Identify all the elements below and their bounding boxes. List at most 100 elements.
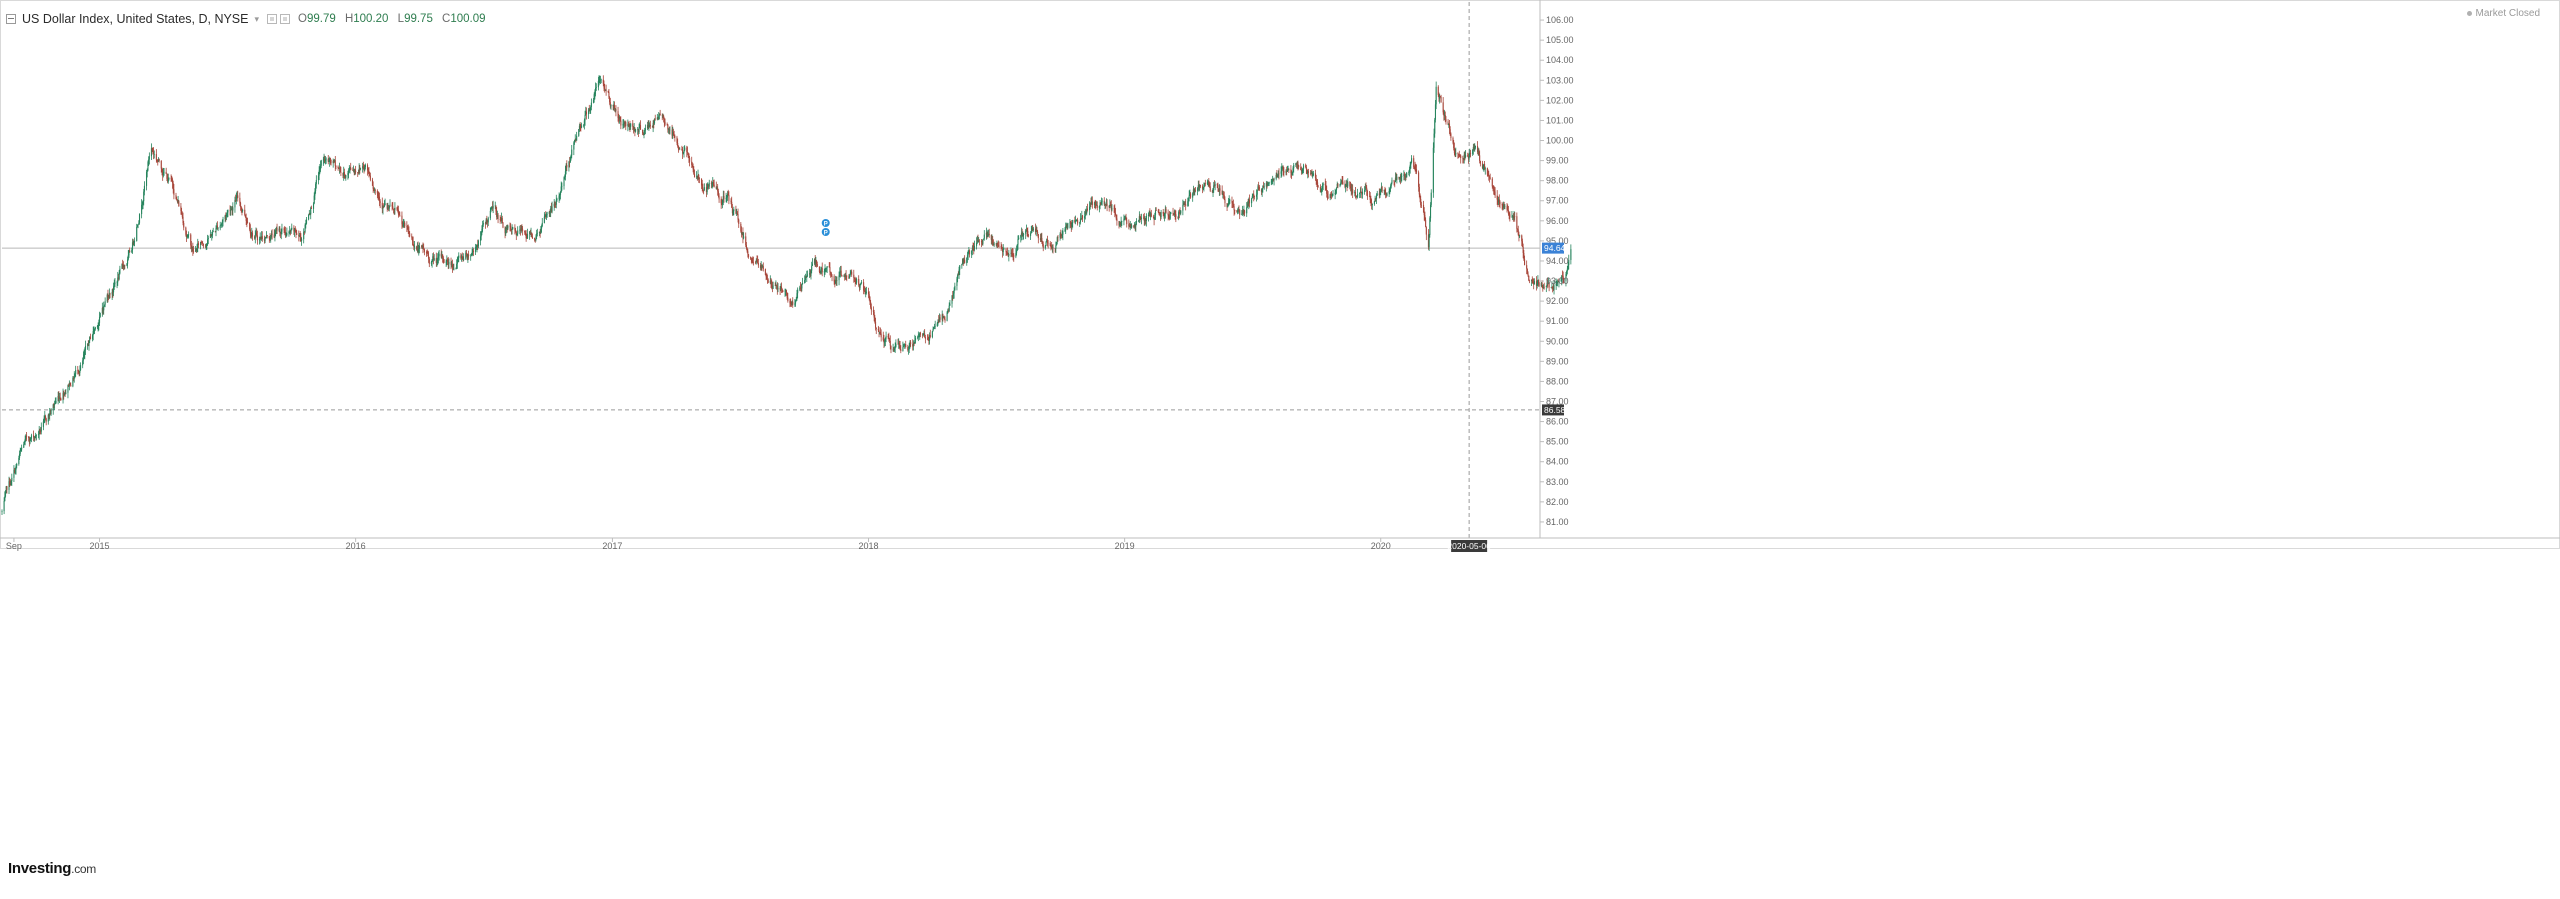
candle-body (934, 326, 936, 327)
candle-body (1479, 160, 1481, 164)
candle-body (956, 278, 958, 286)
candle-body (668, 129, 670, 131)
y-tick-label: 99.00 (1546, 156, 1569, 166)
candle-body (392, 209, 395, 210)
candle-body (1335, 187, 1338, 191)
candle-body (1193, 189, 1195, 193)
candle-body (671, 129, 673, 136)
candle-body (1388, 191, 1390, 194)
candle-body (677, 146, 679, 149)
candle-body (826, 266, 828, 268)
candle-body (67, 385, 69, 393)
y-tick-label: 94.00 (1546, 256, 1569, 266)
candle-body (1432, 147, 1434, 193)
crosshair-price-badge (1542, 404, 1564, 416)
candle-body (1561, 275, 1564, 277)
candle-body (264, 238, 266, 241)
candle-body (1439, 96, 1441, 98)
candle-body (1538, 284, 1540, 287)
candle-body (355, 170, 357, 173)
candle-body (545, 215, 547, 218)
candle-body (284, 230, 286, 233)
candle-body (946, 312, 948, 321)
candle-body (658, 115, 660, 120)
candle-body (614, 109, 616, 110)
candle-body (1445, 119, 1447, 122)
candle-body (176, 199, 178, 200)
candle-body (1404, 174, 1406, 177)
candle-body (1424, 215, 1426, 221)
candle-body (1501, 204, 1503, 206)
candle-body (446, 259, 448, 262)
candle-body (765, 274, 767, 277)
candle-body (34, 437, 36, 439)
candle-body (1360, 191, 1362, 193)
legend-collapse-icon[interactable] (6, 14, 16, 24)
candle-body (1169, 213, 1171, 219)
candle-body (541, 222, 543, 227)
candle-body (1129, 224, 1131, 228)
candle-body (221, 223, 223, 225)
candle-body (673, 135, 675, 137)
candle-body (123, 265, 125, 267)
settings-icon[interactable] (267, 14, 278, 24)
candle-body (4, 496, 6, 502)
candle-body (1089, 203, 1091, 207)
candle-body (1385, 194, 1387, 196)
candle-body (722, 200, 724, 205)
candle-body (141, 204, 143, 215)
candle-body (281, 228, 283, 232)
candle-body (165, 171, 167, 174)
candle-body (40, 426, 42, 432)
candle-body (1408, 169, 1411, 173)
candle-body (712, 182, 715, 185)
chevron-down-icon[interactable]: ▾ (254, 13, 260, 24)
candle-body (624, 122, 626, 125)
candle-body (432, 256, 434, 260)
candle-body (1051, 247, 1053, 249)
candle-body (721, 203, 723, 205)
candle-body (867, 291, 870, 295)
candle-body (1381, 187, 1383, 192)
candle-body (1042, 244, 1044, 249)
candle-body (903, 345, 905, 348)
candle-body (499, 219, 501, 220)
candle-body (143, 191, 145, 202)
candle-body (653, 118, 656, 124)
candle-body (1481, 163, 1484, 169)
candle-body (628, 124, 630, 127)
candle-body (241, 208, 243, 211)
candle-body (352, 169, 355, 171)
candle-body (1371, 202, 1373, 206)
candle-body (698, 178, 700, 179)
candle-body (181, 214, 183, 217)
event-marker-label: P (824, 222, 828, 228)
candle-body (168, 178, 170, 180)
candle-body (310, 207, 312, 209)
candle-body (632, 126, 635, 130)
candle-body (1350, 186, 1352, 188)
candle-body (799, 287, 801, 290)
candle-body (688, 153, 690, 159)
candle-body (1001, 247, 1003, 249)
candle-body (357, 172, 359, 173)
candle-body (564, 171, 566, 177)
candle-body (997, 242, 999, 246)
candle-body (1174, 211, 1176, 215)
candle-body (534, 239, 536, 240)
candle-body (426, 253, 428, 254)
hide-icon[interactable] (280, 14, 291, 24)
candle-body (1005, 248, 1007, 253)
candle-body (1547, 282, 1549, 285)
candle-body (1535, 281, 1538, 286)
candle-body (820, 269, 822, 273)
candle-body (858, 284, 860, 288)
candle-body (535, 236, 537, 240)
last-price-label: 94.64 (1544, 243, 1566, 253)
candle-body (1366, 187, 1368, 191)
candle-body (1099, 202, 1101, 207)
candle-body (230, 210, 232, 211)
candle-body (514, 227, 516, 231)
